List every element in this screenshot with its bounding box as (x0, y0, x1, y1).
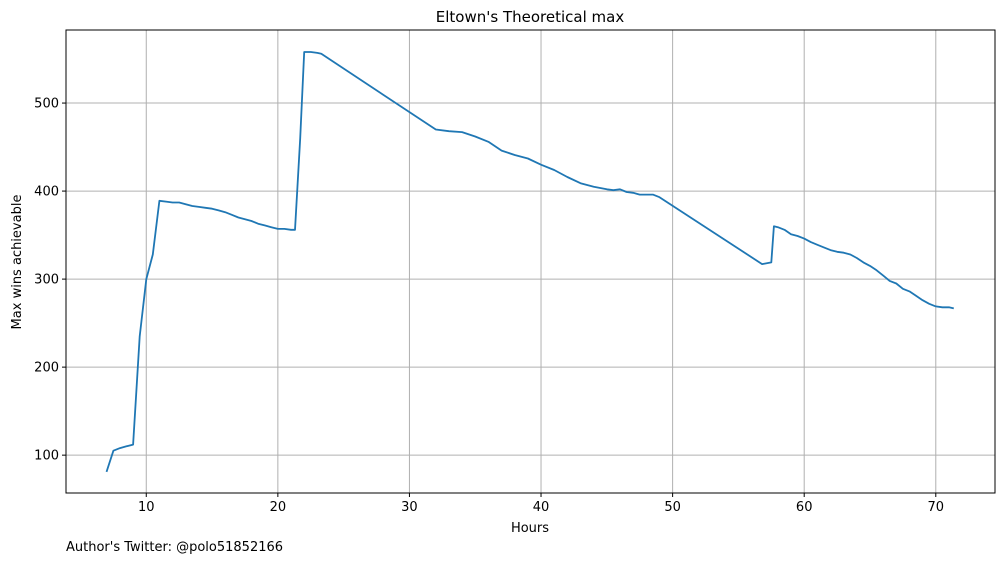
x-tick-label: 60 (796, 500, 813, 515)
x-tick-label: 40 (533, 500, 550, 515)
x-tick-label: 20 (270, 500, 287, 515)
x-tick-label: 50 (664, 500, 681, 515)
x-axis-label: Hours (511, 521, 549, 536)
x-tick-label: 30 (401, 500, 418, 515)
y-axis-label: Max wins achievable (10, 195, 25, 330)
y-tick-label: 100 (34, 449, 59, 464)
y-tick-label: 200 (34, 361, 59, 376)
series-line (105, 51, 954, 473)
gridlines (66, 30, 995, 493)
y-tick-label: 500 (34, 97, 59, 112)
chart-title: Eltown's Theoretical max (436, 8, 625, 26)
x-tick-label: 70 (928, 500, 945, 515)
series-layer (105, 51, 954, 473)
plot-frame (65, 29, 996, 494)
x-tick-label: 10 (138, 500, 155, 515)
author-footnote: Author's Twitter: @polo51852166 (66, 540, 283, 555)
y-tick-label: 300 (34, 273, 59, 288)
ticks: 10 20 30 40 50 60 70 100 200 300 400 500 (34, 97, 944, 515)
y-tick-label: 400 (34, 185, 59, 200)
